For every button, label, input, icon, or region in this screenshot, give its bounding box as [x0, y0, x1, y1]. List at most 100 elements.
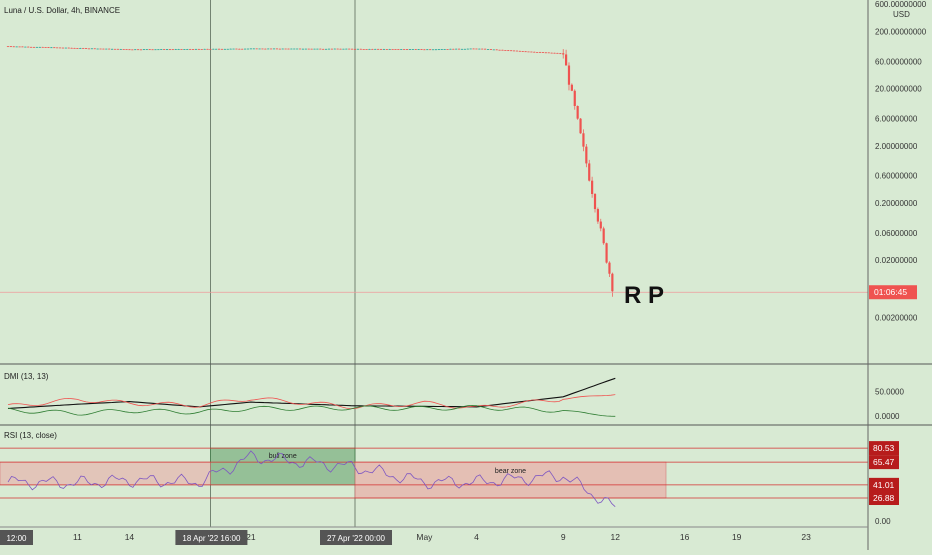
price-candle — [348, 48, 351, 50]
price-candle — [342, 48, 345, 50]
price-candle — [21, 46, 24, 48]
dmi-line — [7, 394, 616, 409]
price-candle — [142, 49, 146, 51]
price-candle — [440, 49, 443, 50]
price-candle — [466, 48, 469, 50]
time-axis-label: 11 — [73, 532, 82, 542]
price-candle — [125, 49, 128, 51]
price-candle — [15, 46, 18, 48]
price-candle — [73, 47, 76, 49]
price-candle — [550, 52, 553, 54]
price-candle — [322, 48, 325, 50]
rsi-tick: 0.00 — [875, 517, 891, 526]
price-candle — [504, 50, 507, 51]
time-axis-label: 19 — [732, 532, 742, 542]
price-candle — [241, 48, 244, 50]
price-candle — [414, 49, 417, 50]
price-candle — [319, 48, 322, 50]
price-axis-label: 20.00000000 — [875, 85, 922, 94]
price-candle — [189, 49, 192, 50]
price-candle — [460, 48, 464, 50]
price-candle — [431, 49, 435, 51]
price-candle — [530, 51, 533, 53]
price-candle — [573, 90, 576, 106]
price-candle — [93, 48, 96, 50]
price-candle — [556, 52, 559, 54]
price-candle — [452, 48, 455, 50]
price-candle — [264, 48, 267, 50]
price-candle — [455, 48, 458, 50]
price-candle — [44, 47, 47, 48]
price-candle — [64, 47, 67, 49]
price-candle — [226, 48, 229, 50]
countdown-label: 01:06:45 — [874, 287, 907, 297]
price-candle — [229, 48, 232, 50]
price-candle — [538, 52, 542, 53]
price-candle — [58, 47, 62, 49]
price-candle — [163, 49, 166, 50]
price-candle — [186, 49, 189, 50]
price-candle — [469, 48, 472, 50]
price-candle — [599, 221, 602, 229]
rsi-label: RSI (13, close) — [4, 431, 57, 440]
time-axis-label: 14 — [125, 532, 135, 542]
price-candle — [405, 49, 409, 51]
price-candle — [217, 48, 221, 50]
price-candle — [489, 49, 493, 50]
price-axis-label: 6.00000000 — [875, 115, 918, 124]
price-candle — [84, 48, 88, 49]
price-candle — [524, 51, 527, 53]
price-candle — [605, 243, 608, 263]
time-axis-label: 9 — [561, 532, 566, 542]
price-candle — [116, 48, 119, 50]
price-candle — [434, 49, 438, 51]
price-candle — [232, 48, 235, 50]
price-candle — [608, 262, 611, 274]
price-candle — [137, 49, 140, 51]
price-candle — [304, 48, 307, 50]
time-highlight-label: 27 Apr '22 00:00 — [327, 534, 386, 543]
price-candle — [160, 49, 163, 50]
price-candle — [388, 49, 391, 50]
price-candle — [191, 49, 195, 50]
price-candle — [486, 49, 490, 50]
price-candle — [521, 51, 524, 52]
price-candle — [368, 48, 371, 50]
time-axis-label: 16 — [680, 532, 690, 542]
price-candle — [215, 48, 218, 50]
price-candle — [582, 133, 585, 147]
price-candle — [246, 48, 250, 50]
price-candle — [510, 50, 513, 52]
price-candle — [206, 48, 209, 50]
price-candle — [145, 49, 148, 51]
price-candle — [379, 49, 383, 50]
price-candle — [76, 48, 79, 49]
price-candle — [593, 193, 597, 210]
price-candle — [333, 48, 336, 50]
price-candle — [293, 48, 296, 50]
price-candle — [261, 48, 264, 50]
price-candle — [284, 48, 287, 50]
price-candle — [576, 105, 579, 119]
price-candle — [108, 48, 111, 50]
time-highlight-box — [0, 530, 33, 545]
price-candle — [67, 47, 70, 49]
price-candle — [492, 49, 495, 51]
price-candle — [411, 49, 414, 50]
price-candle — [96, 48, 99, 50]
price-candle — [382, 49, 386, 50]
price-candle — [310, 48, 313, 50]
price-candle — [9, 46, 12, 48]
price-candle — [397, 49, 400, 50]
price-candle — [180, 49, 183, 50]
price-candle — [139, 49, 143, 51]
price-candle — [56, 47, 59, 49]
rp-annotation: R P — [624, 282, 664, 309]
price-candle — [579, 118, 582, 134]
price-candle — [602, 228, 605, 244]
price-candle — [591, 180, 594, 194]
